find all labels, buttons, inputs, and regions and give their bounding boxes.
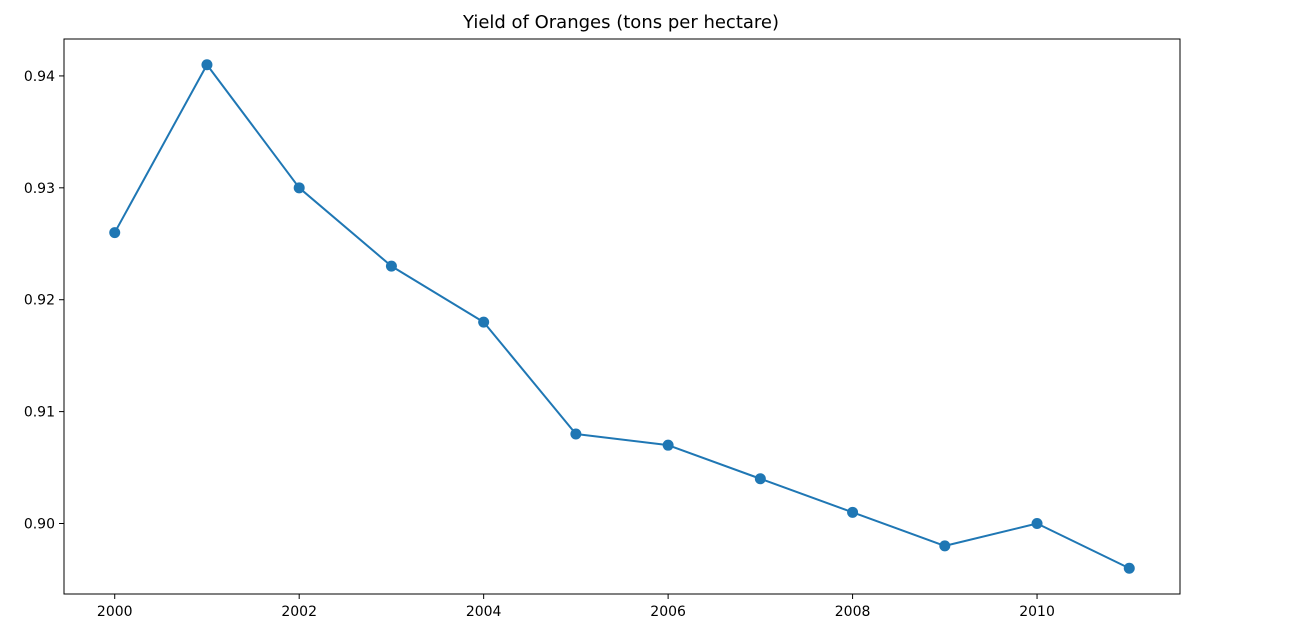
y-tick-label: 0.91 [24, 405, 55, 421]
chart-title: Yield of Oranges (tons per hectare) [462, 12, 779, 33]
x-axis: 2000 2002 2004 2006 2008 2010 [97, 594, 1055, 620]
data-point [662, 439, 674, 451]
x-tick-label: 2000 [97, 604, 133, 620]
data-point [385, 260, 397, 272]
y-axis: 0.90 0.91 0.92 0.93 0.94 [24, 69, 64, 533]
data-point [847, 506, 859, 518]
x-tick-label: 2010 [1019, 604, 1055, 620]
y-tick-label: 0.94 [24, 69, 55, 85]
data-point [1031, 518, 1043, 530]
x-tick-label: 2006 [650, 604, 686, 620]
data-point [109, 227, 121, 239]
y-tick-label: 0.92 [24, 293, 55, 309]
series-layer [109, 59, 1135, 574]
data-point [754, 473, 766, 485]
x-tick-label: 2008 [835, 604, 871, 620]
data-point [1123, 562, 1135, 574]
plot-area [63, 38, 1181, 595]
y-tick-label: 0.93 [24, 181, 55, 197]
x-tick-label: 2002 [281, 604, 317, 620]
x-tick-label: 2004 [466, 604, 502, 620]
data-point [293, 182, 305, 194]
data-point [939, 540, 951, 552]
series-line [113, 63, 1130, 570]
data-point [570, 428, 582, 440]
data-point [201, 59, 213, 71]
data-point [478, 316, 490, 328]
y-tick-label: 0.90 [24, 517, 55, 533]
